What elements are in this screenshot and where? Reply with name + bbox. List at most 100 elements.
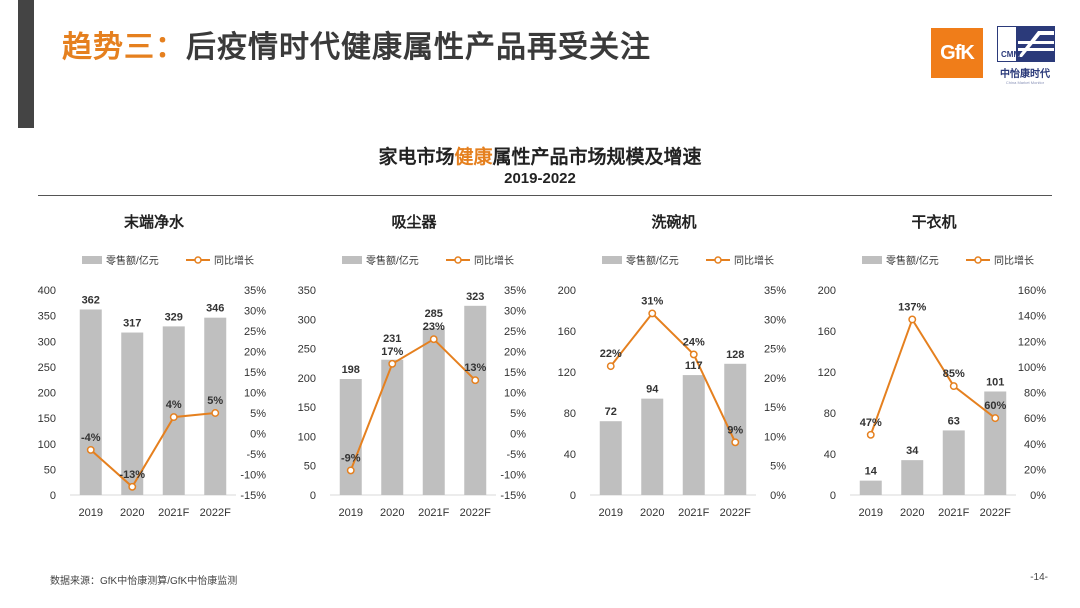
y-right-tick-label: 0% (510, 429, 526, 441)
page-number: -14- (1030, 572, 1048, 583)
legend-bar-label: 零售额/亿元 (886, 254, 939, 267)
bar (859, 480, 882, 495)
y-left-tick-label: 80 (564, 408, 576, 420)
growth-point (471, 376, 480, 385)
bar (599, 421, 622, 495)
bar-value-label: 14 (865, 466, 878, 478)
y-right-tick-label: -5% (246, 449, 266, 461)
y-right-tick-label: 10% (764, 431, 786, 443)
y-left-tick-label: 150 (298, 402, 316, 414)
y-left-tick-label: 0 (310, 490, 316, 502)
growth-line (869, 317, 996, 436)
bar (724, 363, 747, 495)
legend-bar-label: 零售额/亿元 (106, 254, 159, 267)
chart-legend: 零售额/亿元 同比增长 (602, 254, 774, 267)
y-right-tick-label: 35% (764, 285, 786, 297)
growth-point (606, 362, 615, 371)
growth-value-label: 24% (683, 336, 705, 348)
y-right-tick-label: 60% (1024, 413, 1046, 425)
x-tick-label: 2019 (599, 507, 623, 519)
y-right-tick-label: 35% (504, 285, 526, 297)
y-left-tick-label: 400 (38, 285, 56, 297)
growth-value-label: 31% (641, 295, 663, 307)
y-right-tick-label: -15% (500, 490, 526, 502)
y-left-tick-label: 250 (38, 362, 56, 374)
y-right-tick-label: 40% (1024, 439, 1046, 451)
growth-point (86, 445, 95, 454)
y-left-tick-label: 200 (298, 373, 316, 385)
bar-value-label: 285 (425, 308, 443, 320)
bar-value-label: 34 (906, 445, 919, 457)
chart-title-pre: 家电市场 (378, 147, 455, 168)
y-right-tick-label: 0% (250, 429, 266, 441)
y-left-tick-label: 0 (830, 490, 836, 502)
bar (984, 391, 1007, 495)
y-left-tick-label: 120 (558, 367, 576, 379)
chart-title: 家电市场健康属性产品市场规模及增速 (0, 142, 1080, 169)
growth-value-label: 47% (860, 417, 882, 429)
growth-value-label: 60% (984, 400, 1006, 412)
y-left-tick-label: 200 (38, 388, 56, 400)
bar-value-label: 94 (646, 384, 659, 396)
x-tick-label: 2022F (200, 507, 231, 519)
cmm-logo: CMM 中怡康时代 China Market Monitor (997, 26, 1055, 85)
y-left-tick-label: 160 (818, 326, 836, 338)
x-tick-label: 2020 (900, 507, 924, 519)
bar-value-label: 63 (948, 415, 960, 427)
legend-line-marker (714, 256, 722, 264)
growth-point (648, 309, 657, 318)
y-right-tick-label: 5% (770, 461, 786, 473)
y-right-tick-label: 80% (1024, 388, 1046, 400)
x-tick-label: 2021F (158, 507, 189, 519)
x-tick-label: 2021F (678, 507, 709, 519)
bar (339, 379, 362, 495)
bar (901, 460, 924, 495)
growth-value-label: 4% (166, 399, 182, 411)
side-accent-bar (18, 0, 34, 128)
growth-point (949, 382, 958, 391)
y-right-tick-label: 25% (244, 326, 266, 338)
legend-line-label: 同比增长 (474, 254, 514, 267)
bar-value-label: 72 (605, 406, 617, 418)
y-left-tick-label: 160 (558, 326, 576, 338)
y-left-tick-label: 50 (304, 461, 316, 473)
y-right-tick-label: 35% (244, 285, 266, 297)
y-right-tick-label: 25% (504, 326, 526, 338)
y-right-tick-label: 15% (504, 367, 526, 379)
growth-point (169, 413, 178, 422)
x-tick-label: 2021F (938, 507, 969, 519)
y-right-tick-label: 5% (250, 408, 266, 420)
y-left-tick-label: 300 (38, 336, 56, 348)
legend-line-label: 同比增长 (734, 254, 774, 267)
growth-value-label: -4% (81, 432, 101, 444)
growth-line (609, 311, 737, 443)
y-left-tick-label: 100 (38, 439, 56, 451)
legend-bar-label: 零售额/亿元 (366, 254, 419, 267)
growth-point (211, 409, 220, 417)
x-tick-label: 2019 (79, 507, 103, 519)
x-tick-label: 2019 (339, 507, 363, 519)
y-right-tick-label: 25% (764, 344, 786, 356)
cmm-logo-en: China Market Monitor (1005, 80, 1045, 85)
y-right-tick-label: 20% (504, 347, 526, 359)
gfk-logo-text: GfK (940, 41, 975, 64)
chart-title-text: 洗碗机 (651, 213, 696, 231)
bar (162, 326, 185, 495)
data-source-note: 数据来源：GfK中怡康测算/GfK中怡康监测 (50, 576, 238, 587)
growth-point (908, 315, 917, 324)
legend-bar-label: 零售额/亿元 (626, 254, 679, 267)
legend-line-marker (974, 256, 982, 264)
gfk-logo: GfK (931, 28, 983, 78)
bar (641, 398, 664, 495)
x-tick-label: 2020 (380, 507, 404, 519)
y-left-tick-label: 350 (38, 311, 56, 323)
y-right-tick-label: 100% (1018, 362, 1046, 374)
bar-value-label: 198 (342, 364, 360, 376)
y-left-tick-label: 200 (558, 285, 576, 297)
bar (381, 359, 404, 495)
x-tick-label: 2019 (859, 507, 883, 519)
y-left-tick-label: 250 (298, 344, 316, 356)
growth-value-label: 22% (600, 348, 622, 360)
x-tick-label: 2020 (640, 507, 664, 519)
